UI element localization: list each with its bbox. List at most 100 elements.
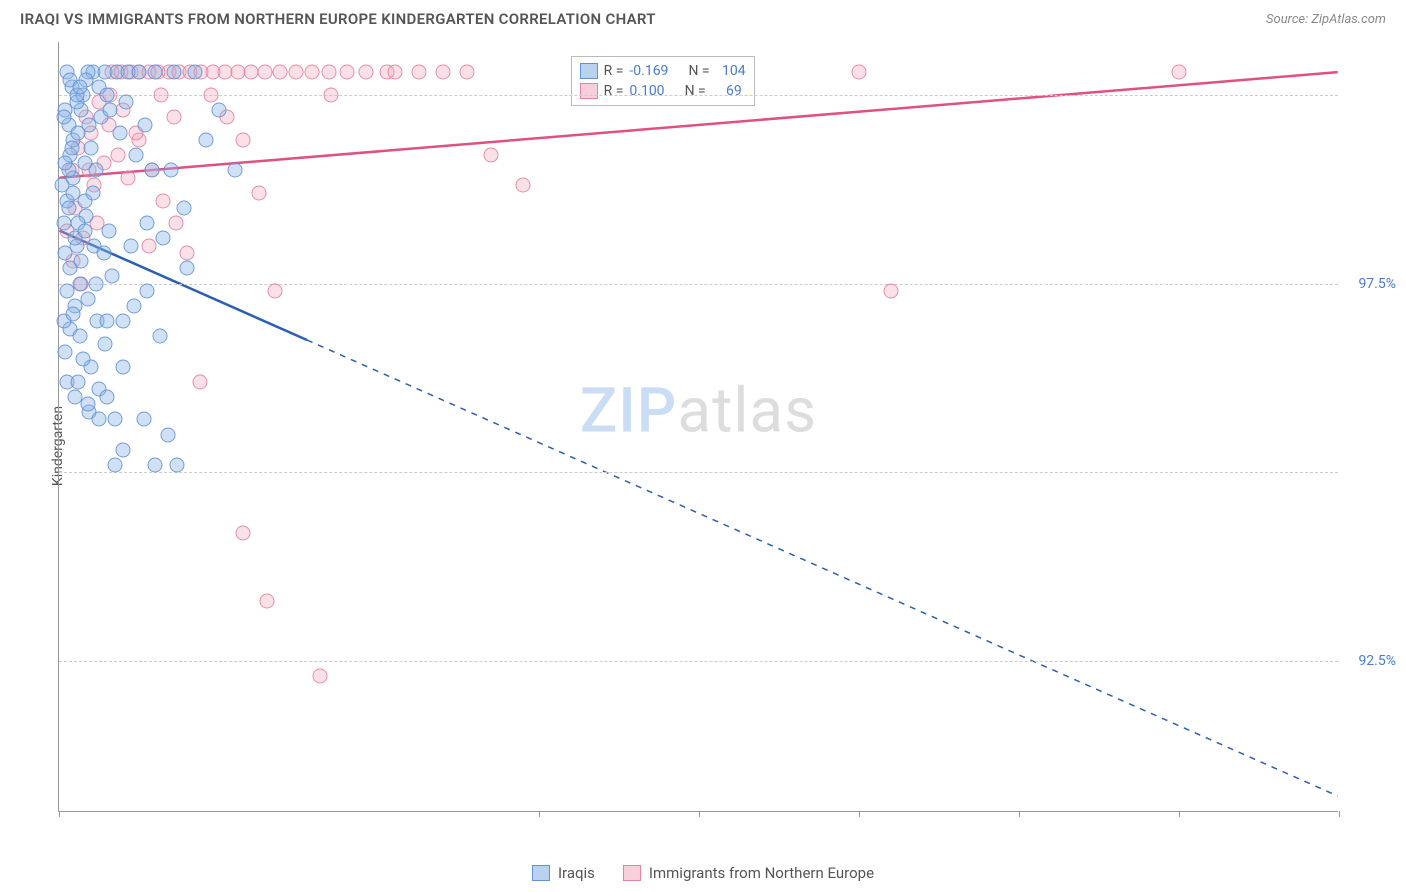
- scatter-point: [176, 201, 191, 216]
- x-tick: [1019, 811, 1020, 817]
- scatter-point: [98, 336, 113, 351]
- scatter-point: [66, 306, 81, 321]
- scatter-point: [199, 133, 214, 148]
- scatter-point: [272, 65, 287, 80]
- scatter-point: [192, 374, 207, 389]
- stats-row: R =0.100N =69: [580, 81, 746, 101]
- scatter-point: [154, 87, 169, 102]
- scatter-point: [84, 140, 99, 155]
- scatter-point: [1172, 65, 1187, 80]
- scatter-point: [180, 261, 195, 276]
- scatter-point: [168, 216, 183, 231]
- scatter-point: [128, 148, 143, 163]
- scatter-point: [77, 223, 92, 238]
- scatter-point: [103, 102, 118, 117]
- scatter-point: [56, 110, 71, 125]
- watermark-part2: atlas: [677, 375, 817, 448]
- scatter-point: [324, 87, 339, 102]
- scatter-point: [460, 65, 475, 80]
- swatch-icon: [623, 865, 641, 881]
- n-label: N =: [688, 63, 709, 79]
- scatter-point: [116, 442, 131, 457]
- legend-item: Immigrants from Northern Europe: [623, 864, 874, 882]
- scatter-point: [141, 238, 156, 253]
- scatter-point: [100, 389, 115, 404]
- r-label: R =: [604, 63, 624, 79]
- x-tick: [59, 811, 60, 817]
- scatter-point: [56, 216, 71, 231]
- scatter-point: [76, 352, 91, 367]
- scatter-point: [88, 276, 103, 291]
- x-tick: [699, 811, 700, 817]
- scatter-point: [244, 65, 259, 80]
- scatter-point: [160, 427, 175, 442]
- scatter-point: [140, 216, 155, 231]
- stats-row: R =-0.169N =104: [580, 61, 746, 81]
- scatter-point: [71, 374, 86, 389]
- scatter-point: [100, 87, 115, 102]
- scatter-point: [72, 329, 87, 344]
- scatter-point: [152, 329, 167, 344]
- scatter-point: [204, 87, 219, 102]
- scatter-point: [108, 457, 123, 472]
- scatter-point: [64, 140, 79, 155]
- scatter-point: [268, 284, 283, 299]
- scatter-point: [156, 231, 171, 246]
- scatter-point: [884, 284, 899, 299]
- scatter-point: [96, 246, 111, 261]
- x-tick: [539, 811, 540, 817]
- gridline-h: [59, 472, 1338, 473]
- y-tick-label: 92.5%: [1358, 653, 1396, 669]
- swatch-icon: [580, 83, 598, 99]
- chart-container: IRAQI VS IMMIGRANTS FROM NORTHERN EUROPE…: [0, 0, 1406, 892]
- scatter-point: [72, 276, 87, 291]
- scatter-point: [85, 185, 100, 200]
- trend-lines: [59, 42, 1338, 811]
- scatter-point: [112, 125, 127, 140]
- x-tick: [859, 811, 860, 817]
- scatter-point: [322, 65, 337, 80]
- scatter-point: [236, 525, 251, 540]
- scatter-point: [188, 65, 203, 80]
- scatter-point: [436, 65, 451, 80]
- scatter-point: [144, 163, 159, 178]
- source-label: Source: ZipAtlas.com: [1266, 12, 1386, 27]
- gridline-h: [59, 284, 1338, 285]
- n-value: 69: [712, 83, 742, 99]
- scatter-point: [167, 110, 182, 125]
- legend: IraqisImmigrants from Northern Europe: [532, 864, 874, 882]
- scatter-point: [258, 65, 273, 80]
- scatter-point: [288, 65, 303, 80]
- scatter-point: [116, 314, 131, 329]
- plot-area: ZIPatlas R =-0.169N =104R =0.100N =69: [58, 42, 1338, 812]
- scatter-point: [148, 457, 163, 472]
- scatter-point: [100, 314, 115, 329]
- scatter-point: [74, 253, 89, 268]
- gridline-h: [59, 661, 1338, 662]
- scatter-point: [138, 118, 153, 133]
- scatter-point: [80, 397, 95, 412]
- scatter-point: [72, 80, 87, 95]
- scatter-point: [124, 238, 139, 253]
- scatter-point: [104, 269, 119, 284]
- scatter-point: [61, 201, 76, 216]
- scatter-point: [412, 65, 427, 80]
- scatter-point: [101, 223, 116, 238]
- scatter-point: [852, 65, 867, 80]
- scatter-point: [136, 412, 151, 427]
- scatter-point: [88, 163, 103, 178]
- chart-title: IRAQI VS IMMIGRANTS FROM NORTHERN EUROPE…: [20, 10, 656, 28]
- x-tick: [1179, 811, 1180, 817]
- scatter-point: [252, 185, 267, 200]
- scatter-point: [108, 412, 123, 427]
- scatter-point: [260, 593, 275, 608]
- scatter-point: [148, 65, 163, 80]
- x-tick: [1339, 811, 1340, 817]
- scatter-point: [80, 291, 95, 306]
- r-value: 0.100: [629, 83, 664, 99]
- scatter-point: [58, 155, 73, 170]
- scatter-point: [66, 185, 81, 200]
- scatter-point: [127, 299, 142, 314]
- scatter-point: [164, 163, 179, 178]
- y-tick-label: 97.5%: [1358, 276, 1396, 292]
